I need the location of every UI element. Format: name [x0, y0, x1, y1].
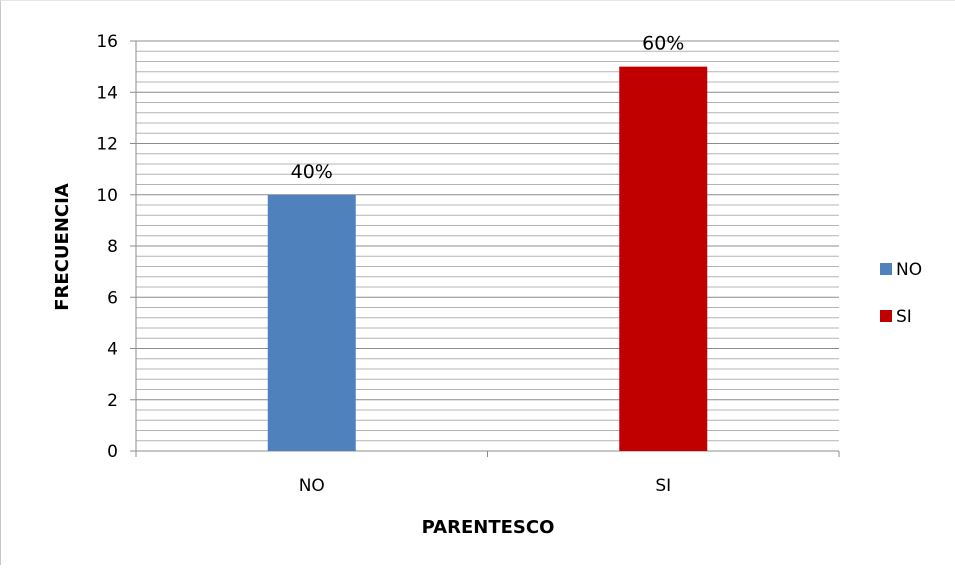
y-tick-label: 14 [96, 83, 118, 103]
y-tick-label: 6 [107, 288, 118, 308]
legend-swatch-no [880, 263, 892, 275]
bars [267, 66, 708, 451]
y-tick-label: 16 [96, 32, 118, 52]
data-label: 40% [291, 161, 333, 183]
legend-label: SI [896, 307, 912, 327]
bar-si [619, 66, 708, 451]
x-tick-label: NO [299, 476, 325, 496]
y-tick-label: 12 [96, 135, 118, 155]
legend-label: NO [896, 260, 922, 280]
x-tick-label: SI [655, 476, 671, 496]
legend: NO SI [880, 260, 922, 327]
y-tick-label: 2 [107, 391, 118, 411]
data-label: 60% [642, 33, 684, 55]
data-labels: 40% 60% [291, 33, 685, 183]
axes: 0 2 4 6 8 10 12 14 16 NO SI [96, 32, 840, 496]
y-axis-title: FRECUENCIA [52, 183, 73, 311]
y-tick-label: 10 [96, 186, 118, 206]
legend-swatch-si [880, 310, 892, 322]
gridlines [136, 40, 839, 442]
bar-no [267, 194, 356, 451]
y-tick-label: 0 [107, 442, 118, 462]
y-tick-label: 4 [107, 340, 118, 360]
y-tick-label: 8 [107, 237, 118, 257]
x-axis-title: PARENTESCO [422, 517, 555, 538]
